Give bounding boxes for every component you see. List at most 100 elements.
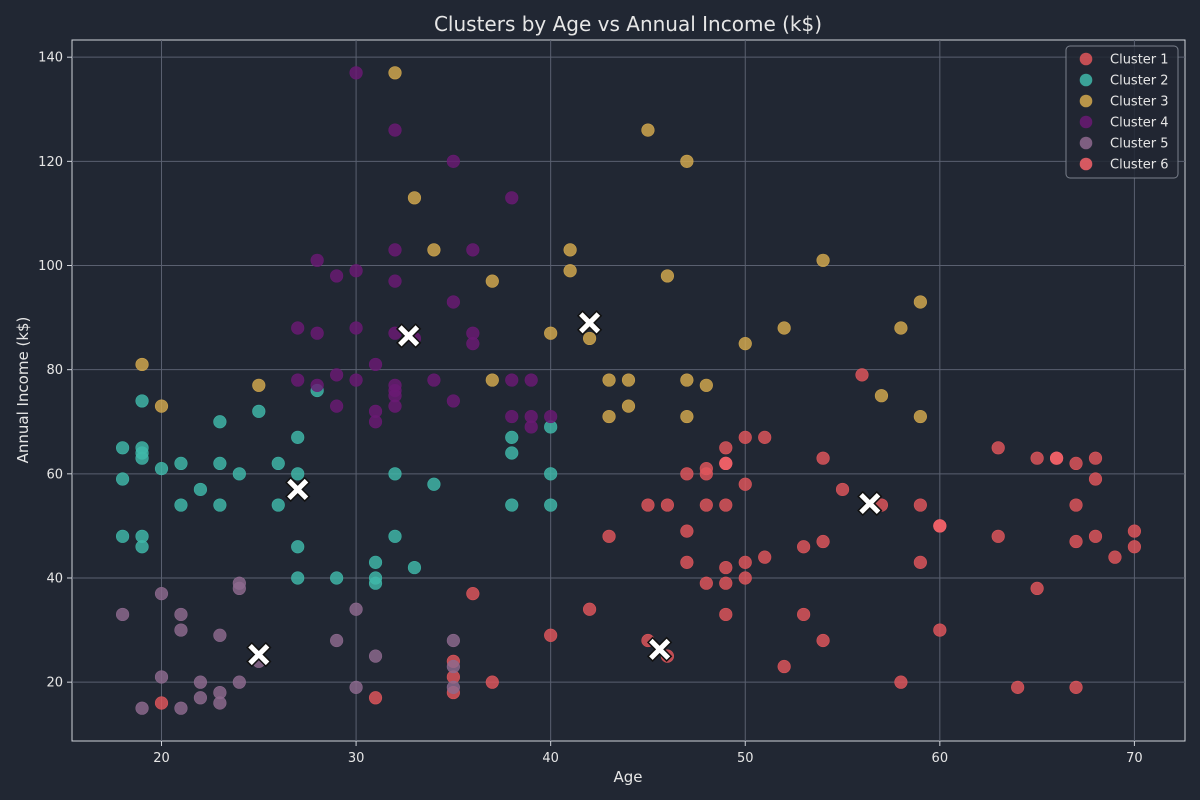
cluster-1-point xyxy=(1030,581,1044,596)
cluster-2-point xyxy=(368,555,383,569)
cluster-3-point xyxy=(816,253,830,267)
cluster-2-point xyxy=(505,498,519,512)
cluster-1-point xyxy=(602,529,616,543)
cluster-4-point xyxy=(466,337,480,351)
cluster-5-point xyxy=(174,623,188,637)
cluster-1-point xyxy=(1069,534,1083,549)
cluster-1-point xyxy=(816,534,830,549)
cluster-3-point xyxy=(485,373,499,387)
cluster-1-point xyxy=(777,659,791,674)
cluster-1-point xyxy=(1127,540,1142,554)
centroid-cross xyxy=(579,312,601,334)
cluster-4-point xyxy=(524,420,538,434)
cluster-3-point xyxy=(680,409,694,424)
cluster-3-point xyxy=(913,409,927,424)
cluster-4-point xyxy=(349,321,363,335)
cluster-5-point xyxy=(193,675,208,689)
cluster-6-point xyxy=(1049,451,1064,465)
centroid-marker xyxy=(246,641,272,668)
cluster-1-point xyxy=(797,540,811,554)
legend-label: Cluster 3 xyxy=(1110,95,1169,110)
cluster-2-point xyxy=(135,394,149,408)
cluster-1-point xyxy=(913,555,927,569)
cluster-2-point xyxy=(213,415,227,429)
legend: Cluster 1 Cluster 2 Cluster 3 Cluster 4 Clus… xyxy=(1065,45,1179,179)
cluster-1-point xyxy=(991,441,1005,455)
cluster-2-point xyxy=(232,467,246,481)
x-tick-label: 50 xyxy=(737,751,754,766)
cluster-1-point xyxy=(680,524,694,538)
cluster-5-point xyxy=(115,607,130,622)
cluster-4-point xyxy=(310,326,324,340)
centroid-cross xyxy=(248,644,270,666)
x-axis-label: Age xyxy=(613,768,642,786)
legend-label: Cluster 2 xyxy=(1110,74,1169,89)
legend-label: Cluster 5 xyxy=(1110,137,1169,152)
cluster-2-point xyxy=(544,498,558,512)
cluster-1-point xyxy=(582,602,597,616)
cluster-1-point xyxy=(154,696,169,710)
y-tick-label: 100 xyxy=(38,259,63,274)
cluster-4-point xyxy=(368,415,383,429)
cluster-4-point xyxy=(446,295,460,309)
cluster-1-point xyxy=(894,675,908,689)
cluster-5-point xyxy=(368,649,383,663)
cluster-1-point xyxy=(1069,498,1083,512)
cluster-1-point xyxy=(758,550,772,564)
cluster-2-point xyxy=(271,456,285,471)
cluster-4-point xyxy=(330,399,344,413)
cluster-2-point xyxy=(505,446,519,460)
centroid-marker xyxy=(285,476,311,503)
cluster-1-point xyxy=(758,430,772,444)
cluster-5-point xyxy=(213,696,227,710)
cluster-6-point xyxy=(719,456,733,471)
cluster-1-point xyxy=(835,482,850,497)
cluster-3-point xyxy=(388,66,402,80)
cluster-3-point xyxy=(252,378,266,392)
cluster-3-point xyxy=(738,337,752,351)
data-points xyxy=(115,66,1142,715)
cluster-2-point xyxy=(252,404,266,418)
cluster-1-point xyxy=(544,628,558,642)
legend-box xyxy=(1065,45,1179,179)
cluster-1-point xyxy=(738,555,752,569)
cluster-4-point xyxy=(388,243,402,257)
cluster-3-point xyxy=(699,378,713,392)
cluster-5-point xyxy=(349,680,363,694)
cluster-1-point xyxy=(797,607,811,622)
cluster-4-point xyxy=(291,373,305,387)
legend-marker xyxy=(1079,136,1093,150)
cluster-3-point xyxy=(563,243,577,257)
x-tick-label: 30 xyxy=(348,751,365,766)
cluster-1-point xyxy=(1127,524,1142,538)
cluster-2-point xyxy=(388,467,402,481)
cluster-3-point xyxy=(874,389,889,403)
cluster-3-point xyxy=(602,409,616,424)
cluster-2-point xyxy=(505,430,519,444)
cluster-1-point xyxy=(855,368,869,382)
plot-area xyxy=(71,39,1186,742)
cluster-2-point xyxy=(193,482,208,497)
cluster-5-point xyxy=(154,587,169,601)
cluster-4-point xyxy=(544,409,558,424)
cluster-1-point xyxy=(1069,456,1083,471)
x-tick-label: 40 xyxy=(542,751,559,766)
cluster-3-point xyxy=(777,321,791,335)
cluster-4-point xyxy=(505,191,519,205)
cluster-4-point xyxy=(505,409,519,424)
centroid-marker xyxy=(395,323,422,349)
cluster-3-point xyxy=(621,373,636,387)
cluster-1-point xyxy=(485,675,499,689)
axis-ticks: 20 30 40 50 60 70 20 40 60 80 100 120 140 xyxy=(38,51,1143,766)
cluster-2-point xyxy=(407,560,422,575)
cluster-4-point xyxy=(446,394,460,408)
cluster-5-point xyxy=(154,670,169,684)
cluster-4-point xyxy=(388,274,402,288)
cluster-1-point xyxy=(1030,451,1044,465)
cluster-3-point xyxy=(680,154,694,168)
cluster-4-point xyxy=(291,321,305,335)
cluster-5-point xyxy=(446,680,460,694)
cluster-3-point xyxy=(894,321,908,335)
legend-marker xyxy=(1079,115,1093,129)
cluster-3-point xyxy=(407,191,422,205)
